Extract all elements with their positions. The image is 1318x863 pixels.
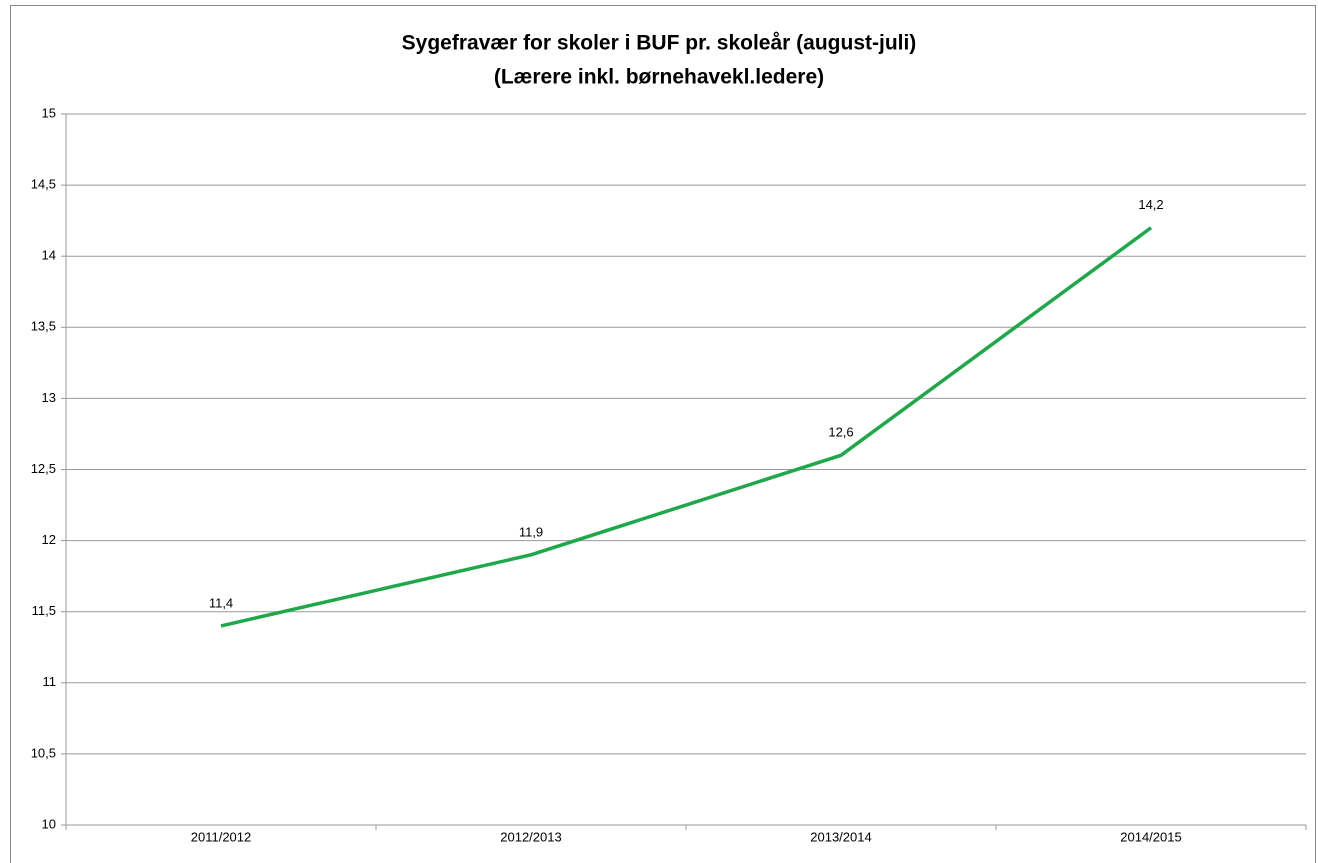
- line-series: [220, 226, 1153, 628]
- chart-frame: [10, 5, 1316, 863]
- y-tick-label: 15: [42, 105, 56, 120]
- y-tick-label: 14: [42, 248, 56, 263]
- data-label: 11,9: [519, 524, 543, 539]
- y-tick-label: 11,5: [32, 603, 56, 618]
- y-tick-label: 10,5: [31, 745, 56, 760]
- y-tick-label: 13,5: [31, 319, 56, 334]
- x-tick-label: 2011/2012: [191, 829, 252, 844]
- y-tick-label: 10: [42, 816, 56, 831]
- y-tick-label: 11: [43, 674, 57, 689]
- x-tick-label: 2013/2014: [810, 829, 871, 844]
- data-label: 11,4: [209, 595, 233, 610]
- data-label: 14,2: [1138, 197, 1163, 212]
- y-tick-label: 12: [42, 532, 56, 547]
- y-tick-label: 13: [42, 390, 56, 405]
- y-tick-label: 12,5: [31, 461, 56, 476]
- chart-subtitle: (Lærere inkl. børnehavekl.ledere): [494, 66, 824, 89]
- y-tick-label: 14,5: [31, 177, 56, 192]
- x-tick-label: 2012/2013: [500, 829, 561, 844]
- chart-title: Sygefravær for skoler i BUF pr. skoleår …: [402, 32, 917, 55]
- x-tick-label: 2014/2015: [1120, 829, 1181, 844]
- data-label: 12,6: [828, 425, 853, 440]
